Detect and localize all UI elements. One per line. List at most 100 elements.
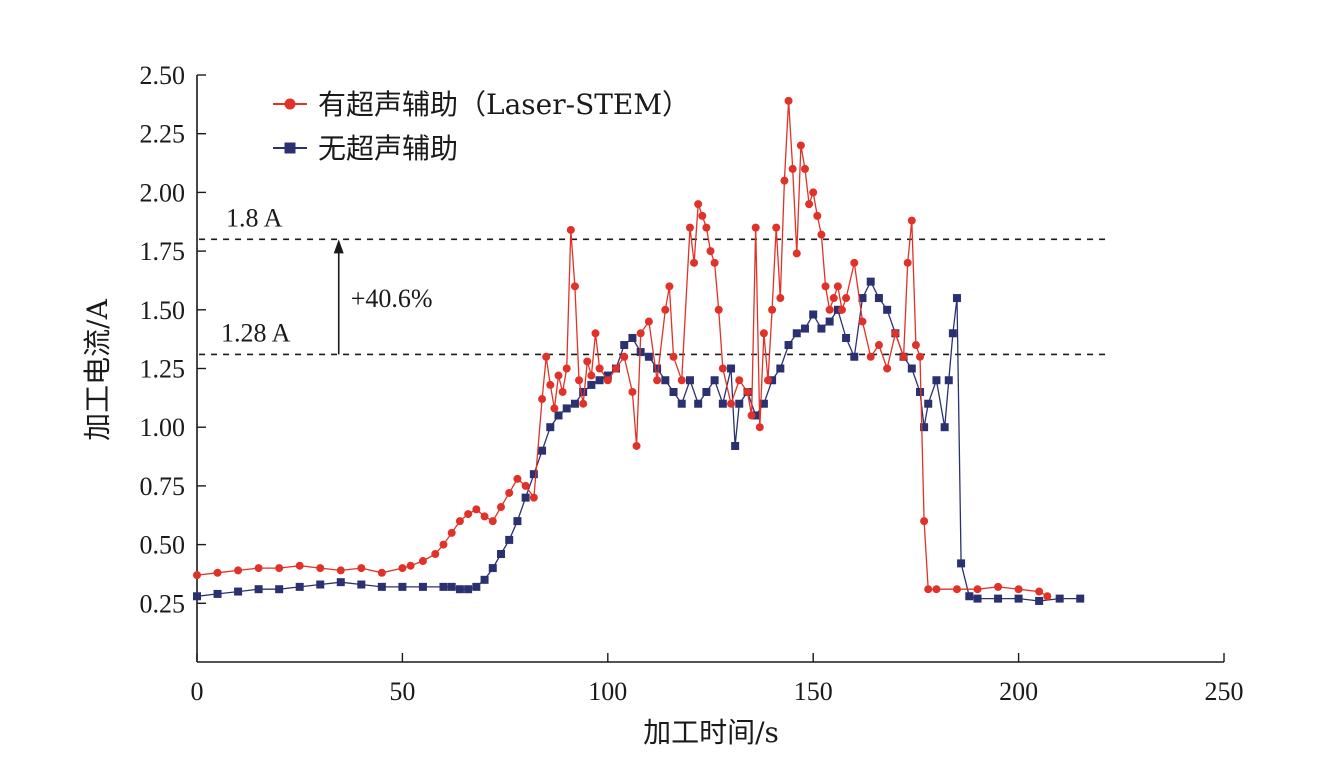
data-point [1035, 587, 1044, 596]
data-point [883, 364, 892, 373]
y-tick-label: 0.75 [140, 472, 186, 501]
increase-arrowhead [333, 239, 344, 254]
data-point [406, 561, 415, 570]
data-point [727, 399, 736, 408]
data-point [636, 329, 645, 338]
data-point [336, 578, 345, 587]
data-point [472, 505, 481, 514]
data-point [731, 441, 740, 450]
data-point [768, 376, 777, 385]
data-point [842, 294, 851, 303]
data-point [924, 585, 933, 594]
data-point [603, 376, 612, 385]
data-point [772, 223, 781, 232]
data-point [554, 411, 563, 420]
data-point [714, 305, 723, 314]
data-point [513, 474, 522, 483]
data-point [254, 585, 263, 594]
data-point [661, 305, 670, 314]
data-point [1076, 594, 1085, 603]
data-point [554, 371, 563, 380]
data-point [398, 582, 407, 591]
data-point [546, 380, 555, 389]
data-point [653, 364, 662, 373]
data-point [447, 582, 456, 591]
data-point [833, 305, 842, 314]
y-axis-title: 加工电流/A [81, 298, 114, 440]
data-point [418, 557, 427, 566]
data-point [439, 582, 448, 591]
data-point [755, 423, 764, 432]
data-point [336, 566, 345, 575]
data-point [924, 399, 933, 408]
data-point [698, 211, 707, 220]
data-point [587, 371, 596, 380]
series-without-ultrasonic [193, 277, 1085, 605]
data-point [1035, 596, 1044, 605]
data-point [538, 395, 547, 404]
data-point [706, 247, 715, 256]
legend-marker [284, 98, 296, 110]
data-point [644, 317, 653, 326]
data-point [837, 305, 846, 314]
data-point [620, 341, 629, 350]
data-point [542, 352, 551, 361]
y-tick-label: 2.00 [140, 178, 186, 207]
data-point [957, 559, 966, 568]
data-point [994, 582, 1003, 591]
data-point [694, 200, 703, 209]
data-point [1043, 592, 1052, 601]
data-point [764, 376, 773, 385]
increase-label: +40.6% [351, 284, 433, 313]
data-point [669, 387, 678, 396]
data-point [464, 585, 473, 594]
data-point [792, 249, 801, 258]
data-point [234, 587, 243, 596]
y-tick-label: 1.75 [140, 237, 186, 266]
data-point [690, 258, 699, 267]
legend-label: 有超声辅助（Laser-STEM） [318, 88, 690, 121]
data-point [275, 564, 284, 573]
data-point [899, 352, 908, 361]
data-point [743, 387, 752, 396]
data-point [591, 329, 600, 338]
x-axis-title: 加工时间/s [643, 716, 779, 749]
y-tick-label: 2.50 [140, 61, 186, 90]
data-point [994, 594, 1003, 603]
data-point [903, 258, 912, 267]
data-point [193, 592, 201, 601]
data-point [932, 585, 941, 594]
data-point [295, 561, 304, 570]
data-point [747, 411, 756, 420]
data-point [751, 223, 760, 232]
data-point [948, 329, 957, 338]
x-tick-label: 50 [389, 677, 415, 706]
data-point [952, 294, 961, 303]
data-point [254, 564, 263, 573]
y-tick-label: 1.00 [140, 413, 186, 442]
data-point [628, 387, 637, 396]
data-point [295, 582, 304, 591]
legend-item: 无超声辅助 [273, 132, 458, 165]
data-point [965, 592, 974, 601]
data-point [850, 258, 859, 267]
data-point [595, 364, 604, 373]
data-point [800, 164, 809, 173]
data-point [431, 549, 440, 558]
data-point [521, 493, 530, 502]
data-point [788, 164, 797, 173]
data-point [579, 387, 588, 396]
x-tick-label: 200 [999, 677, 1038, 706]
data-point [784, 96, 793, 105]
data-point [685, 376, 694, 385]
data-point [866, 277, 875, 286]
data-point [685, 223, 694, 232]
data-point [529, 470, 538, 479]
data-point [825, 305, 834, 314]
data-point [472, 582, 481, 591]
data-point [920, 423, 929, 432]
data-point [702, 387, 711, 396]
data-point [570, 282, 579, 291]
data-point [529, 493, 538, 502]
data-point [234, 566, 243, 575]
